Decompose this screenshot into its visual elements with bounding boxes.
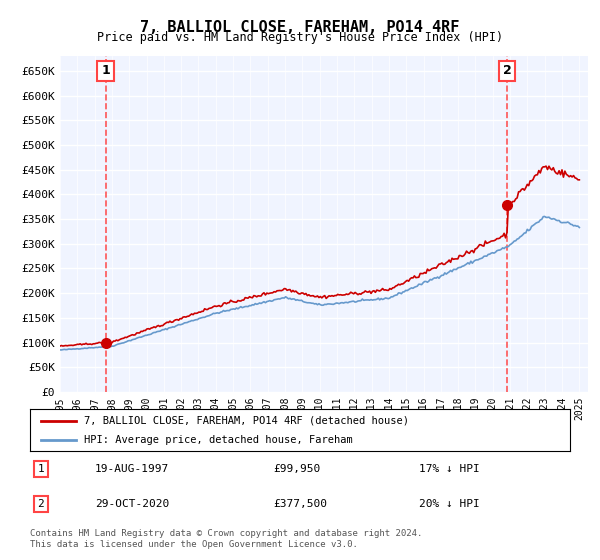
Text: 1: 1 bbox=[37, 464, 44, 474]
Text: 2: 2 bbox=[37, 499, 44, 509]
Text: 7, BALLIOL CLOSE, FAREHAM, PO14 4RF: 7, BALLIOL CLOSE, FAREHAM, PO14 4RF bbox=[140, 20, 460, 35]
Text: £99,950: £99,950 bbox=[273, 464, 320, 474]
Text: Contains HM Land Registry data © Crown copyright and database right 2024.
This d: Contains HM Land Registry data © Crown c… bbox=[30, 529, 422, 549]
Text: 1: 1 bbox=[101, 64, 110, 77]
Text: £377,500: £377,500 bbox=[273, 499, 327, 509]
Text: 19-AUG-1997: 19-AUG-1997 bbox=[95, 464, 169, 474]
Text: Price paid vs. HM Land Registry's House Price Index (HPI): Price paid vs. HM Land Registry's House … bbox=[97, 31, 503, 44]
Text: 17% ↓ HPI: 17% ↓ HPI bbox=[419, 464, 479, 474]
Text: HPI: Average price, detached house, Fareham: HPI: Average price, detached house, Fare… bbox=[84, 435, 353, 445]
Text: 2: 2 bbox=[503, 64, 512, 77]
Text: 7, BALLIOL CLOSE, FAREHAM, PO14 4RF (detached house): 7, BALLIOL CLOSE, FAREHAM, PO14 4RF (det… bbox=[84, 416, 409, 426]
Text: 29-OCT-2020: 29-OCT-2020 bbox=[95, 499, 169, 509]
Text: 20% ↓ HPI: 20% ↓ HPI bbox=[419, 499, 479, 509]
